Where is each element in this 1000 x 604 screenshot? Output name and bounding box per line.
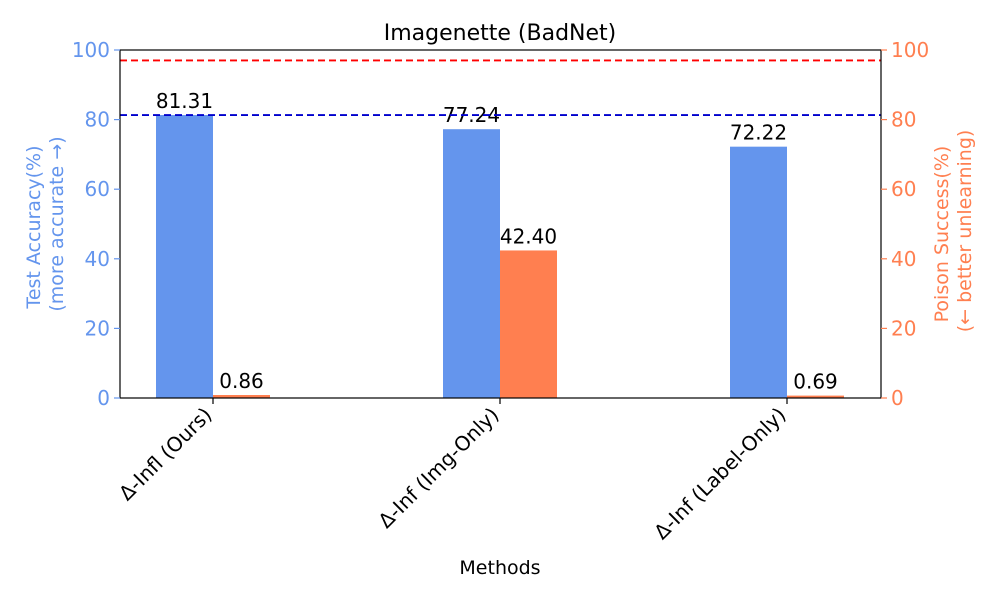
left-tick-label: 60 <box>85 177 110 201</box>
x-axis-label: Methods <box>459 557 540 579</box>
accuracy-value-label-3: 72.22 <box>730 121 787 145</box>
accuracy-bar-3 <box>730 146 787 398</box>
accuracy-bar-2 <box>443 129 500 398</box>
left-y-axis-label: Test Accuracy(%) (more accurate →) <box>23 136 68 311</box>
left-y-axis-label-line-1: Test Accuracy(%) <box>23 145 45 309</box>
right-tick-label: 100 <box>891 38 929 62</box>
x-axis: Δ-Infl (Ours) Δ-Inf (Img-Only) Δ-Inf (Labe… <box>114 398 791 544</box>
left-tick-label: 40 <box>85 247 110 271</box>
right-tick-label: 0 <box>891 386 904 410</box>
x-tick-label-1: Δ-Infl (Ours) <box>114 403 217 506</box>
poison-bar-1 <box>213 395 270 398</box>
left-y-axis-label-line-2: (more accurate →) <box>46 136 68 311</box>
right-tick-label: 60 <box>891 177 916 201</box>
poison-value-label-1: 0.86 <box>219 369 264 393</box>
x-tick-label-3: Δ-Inf (Label-Only) <box>649 403 790 544</box>
poison-bar-2 <box>500 250 557 398</box>
left-tick-label: 20 <box>85 316 110 340</box>
left-tick-label: 100 <box>72 38 110 62</box>
poison-value-label-2: 42.40 <box>500 224 557 248</box>
right-tick-label: 40 <box>891 247 916 271</box>
accuracy-value-label-1: 81.31 <box>156 89 213 113</box>
left-y-axis: 0 20 40 60 80 100 <box>72 38 120 410</box>
accuracy-bar-1 <box>156 115 213 398</box>
left-tick-label: 80 <box>85 108 110 132</box>
chart-title: Imagenette (BadNet) <box>384 21 616 46</box>
right-y-axis: 0 20 40 60 80 100 <box>881 38 929 410</box>
poison-value-label-3: 0.69 <box>793 370 838 394</box>
right-y-axis-label-line-2: (← better unlearning) <box>954 130 976 333</box>
left-tick-label: 0 <box>97 386 110 410</box>
right-tick-label: 80 <box>891 108 916 132</box>
right-y-axis-label: Poison Success(%) (← better unlearning) <box>931 130 976 333</box>
right-y-axis-label-line-1: Poison Success(%) <box>931 146 953 323</box>
right-tick-label: 20 <box>891 316 916 340</box>
x-tick-label-2: Δ-Inf (Img-Only) <box>373 403 503 533</box>
poison-bar-3 <box>787 395 844 398</box>
